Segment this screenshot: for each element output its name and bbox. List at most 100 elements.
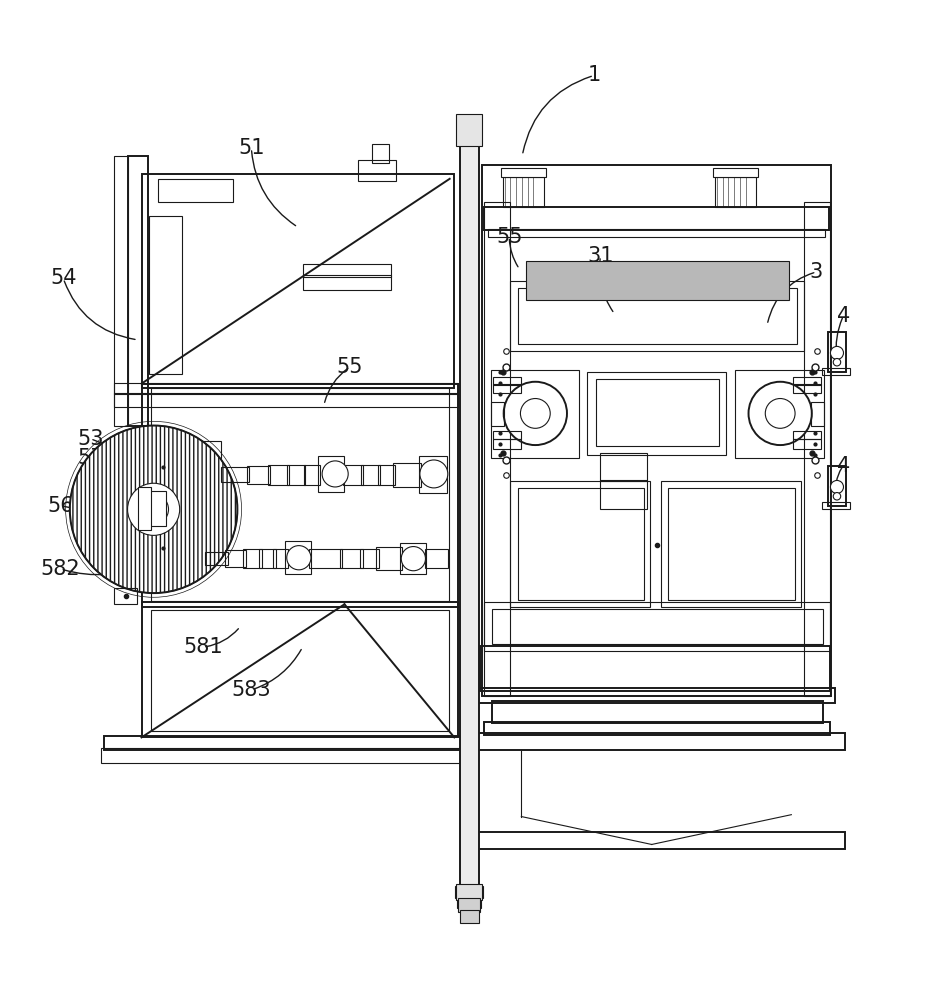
Bar bbox=[488, 229, 825, 237]
Bar bbox=[309, 549, 342, 568]
Text: 582: 582 bbox=[41, 559, 80, 579]
Bar bbox=[600, 453, 647, 481]
Bar bbox=[138, 487, 151, 530]
Bar bbox=[484, 207, 829, 230]
Bar bbox=[225, 550, 246, 567]
Circle shape bbox=[833, 358, 841, 366]
Bar bbox=[456, 114, 482, 146]
Circle shape bbox=[128, 483, 180, 535]
Bar bbox=[596, 379, 719, 446]
Bar bbox=[501, 168, 546, 177]
Bar bbox=[360, 549, 379, 568]
Bar bbox=[378, 465, 395, 485]
Bar bbox=[376, 547, 402, 570]
Bar bbox=[493, 377, 521, 385]
Circle shape bbox=[287, 546, 311, 570]
Circle shape bbox=[401, 547, 425, 571]
Bar bbox=[460, 146, 479, 891]
Bar bbox=[273, 549, 288, 568]
Circle shape bbox=[833, 493, 841, 500]
Bar bbox=[822, 502, 850, 509]
Bar bbox=[340, 549, 363, 568]
Bar bbox=[419, 456, 447, 493]
Bar bbox=[484, 722, 830, 735]
Bar bbox=[372, 144, 389, 163]
Circle shape bbox=[139, 494, 169, 524]
Bar bbox=[804, 202, 830, 696]
Bar bbox=[303, 275, 391, 290]
Bar bbox=[142, 491, 166, 526]
Text: 55: 55 bbox=[496, 227, 522, 247]
Bar bbox=[828, 466, 846, 506]
Bar bbox=[480, 646, 830, 691]
Bar bbox=[303, 264, 391, 277]
Bar bbox=[400, 543, 426, 574]
Bar bbox=[114, 156, 128, 426]
Bar bbox=[518, 288, 797, 344]
Bar bbox=[287, 465, 305, 485]
Text: 4: 4 bbox=[837, 456, 850, 476]
Bar bbox=[492, 701, 823, 723]
Bar bbox=[457, 895, 481, 908]
Bar bbox=[793, 439, 821, 449]
Bar bbox=[151, 457, 207, 472]
Text: 54: 54 bbox=[50, 268, 76, 288]
Circle shape bbox=[504, 382, 567, 445]
Bar bbox=[149, 216, 182, 374]
Bar bbox=[456, 884, 482, 900]
Bar bbox=[793, 377, 821, 385]
Bar bbox=[393, 463, 421, 487]
Bar bbox=[503, 177, 544, 207]
Bar bbox=[151, 610, 449, 731]
Text: 51: 51 bbox=[238, 138, 264, 158]
Circle shape bbox=[749, 382, 812, 445]
Text: 4: 4 bbox=[837, 306, 850, 326]
Bar bbox=[793, 384, 821, 393]
Bar bbox=[455, 886, 483, 898]
Text: 53: 53 bbox=[77, 429, 103, 449]
Bar bbox=[793, 431, 821, 439]
Bar bbox=[510, 281, 804, 351]
Bar bbox=[518, 488, 644, 600]
Bar bbox=[477, 688, 835, 703]
Bar bbox=[205, 552, 228, 565]
Bar bbox=[259, 549, 276, 568]
Text: 52: 52 bbox=[77, 471, 103, 491]
Bar bbox=[493, 384, 521, 393]
Text: 56: 56 bbox=[47, 496, 74, 516]
Bar bbox=[600, 480, 647, 509]
Bar bbox=[828, 332, 846, 372]
Bar bbox=[142, 602, 458, 737]
Bar bbox=[425, 549, 448, 568]
Circle shape bbox=[830, 480, 843, 493]
Bar bbox=[358, 160, 396, 181]
Text: 57: 57 bbox=[77, 448, 103, 468]
Bar bbox=[304, 465, 320, 485]
Bar bbox=[822, 368, 850, 375]
Bar bbox=[460, 910, 479, 923]
Bar bbox=[285, 541, 311, 574]
Circle shape bbox=[420, 460, 448, 488]
Bar bbox=[493, 439, 521, 449]
Bar bbox=[526, 261, 789, 300]
Text: 1: 1 bbox=[587, 65, 600, 85]
Bar bbox=[361, 465, 380, 485]
Bar bbox=[243, 549, 262, 568]
Circle shape bbox=[70, 426, 237, 593]
Bar bbox=[114, 588, 137, 604]
Bar bbox=[151, 441, 221, 458]
Text: 583: 583 bbox=[232, 680, 271, 700]
Bar bbox=[142, 384, 458, 607]
Bar bbox=[112, 455, 128, 548]
Bar bbox=[484, 202, 510, 696]
Circle shape bbox=[322, 461, 348, 487]
Bar bbox=[587, 372, 726, 455]
Bar bbox=[492, 609, 823, 644]
Text: 581: 581 bbox=[183, 637, 223, 657]
Bar bbox=[482, 165, 831, 696]
Bar bbox=[318, 456, 344, 492]
Bar bbox=[491, 370, 579, 458]
Bar bbox=[158, 179, 233, 202]
Bar bbox=[151, 388, 449, 601]
Bar bbox=[493, 431, 521, 439]
